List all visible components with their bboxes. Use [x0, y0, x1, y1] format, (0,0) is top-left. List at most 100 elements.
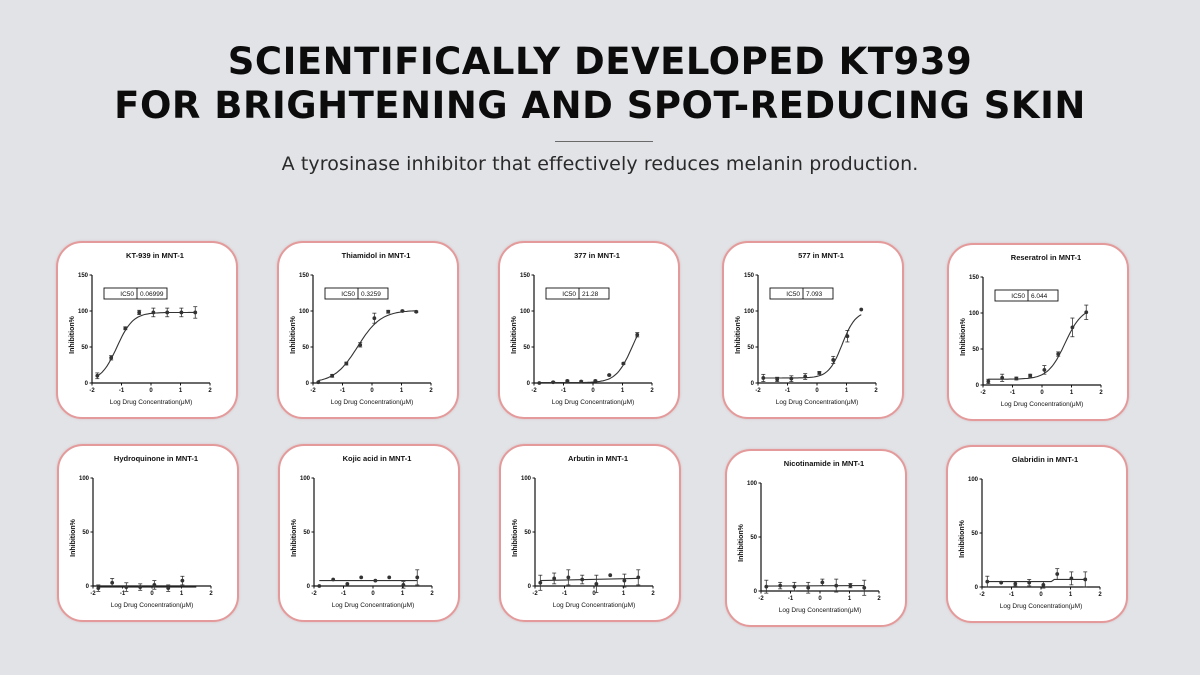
x-tick-label: 2	[877, 596, 881, 602]
data-marker	[165, 310, 170, 315]
y-tick-label: 150	[520, 273, 531, 279]
x-tick-label: 2	[650, 388, 654, 394]
data-marker	[137, 310, 142, 315]
data-point	[594, 574, 599, 593]
data-marker	[166, 586, 171, 591]
data-marker	[1028, 373, 1033, 378]
data-point	[806, 581, 811, 594]
title-line-2: FOR BRIGHTENING AND SPOT-REDUCING SKIN	[114, 84, 1086, 127]
x-tick-label: -1	[340, 388, 346, 394]
data-marker	[778, 583, 783, 588]
data-point	[165, 307, 170, 318]
data-marker	[151, 310, 156, 315]
data-point	[124, 582, 129, 592]
ic50-box: IC50 6.044	[994, 289, 1059, 302]
data-marker	[552, 576, 557, 581]
chart-card-thiamidol: Thiamidol in MNT-1 0 50 100 150 -2 -1 0 1 2 Log Dr…	[277, 241, 459, 419]
data-marker	[386, 309, 391, 314]
data-point	[608, 573, 613, 578]
data-point	[565, 378, 570, 383]
data-marker	[636, 575, 641, 580]
data-marker	[331, 577, 336, 582]
data-marker	[96, 586, 101, 591]
y-tick-label: 0	[528, 584, 532, 590]
data-marker	[401, 583, 406, 587]
chart-card-nicotinamide: Nicotinamide in MNT-1 0 50 100 -2 -1 0 1 2 Log Dr…	[725, 449, 907, 627]
data-marker	[565, 378, 570, 383]
ic50-box-frame	[994, 289, 1059, 302]
data-marker	[834, 583, 839, 588]
chart-title: Arbutin in MNT-1	[568, 454, 628, 463]
fit-curve	[539, 335, 638, 384]
data-marker	[414, 309, 419, 314]
fit-curve	[96, 311, 196, 377]
chart-svg: Kojic acid in MNT-1 0 50 100 -2 -1 0 1 2 Log Drug…	[291, 454, 434, 609]
data-point	[330, 373, 335, 378]
data-marker	[580, 577, 585, 582]
data-marker	[803, 374, 808, 379]
y-tick-label: 50	[523, 345, 530, 351]
data-point	[1083, 571, 1088, 588]
ic50-label: IC50	[562, 291, 576, 298]
y-axis-label: Inhibition%	[512, 518, 519, 556]
data-marker	[817, 371, 822, 375]
data-marker	[359, 575, 364, 580]
data-point	[1000, 373, 1005, 382]
chart-svg: KT-939 in MNT-1 0 50 100 150 -2 -1 0 1 2 Log Drug …	[69, 251, 212, 406]
data-marker	[635, 332, 640, 337]
data-marker	[415, 575, 420, 580]
ic50-box: IC50 0.3259	[324, 287, 389, 300]
x-tick-label: 0	[371, 591, 375, 597]
chart-title: Kojic acid in MNT-1	[343, 454, 412, 463]
data-point	[999, 580, 1004, 585]
x-tick-label: 0	[818, 596, 822, 602]
data-marker	[1000, 375, 1005, 380]
data-point	[834, 578, 839, 593]
x-axis-label: Log Drug Concentration(μM)	[553, 602, 636, 609]
data-marker	[138, 585, 143, 589]
ic50-box: IC50 7.093	[769, 287, 834, 300]
x-tick-label: 1	[401, 591, 405, 597]
data-marker	[344, 361, 349, 366]
data-point	[607, 373, 612, 377]
x-tick-label: -1	[119, 388, 125, 394]
data-point	[166, 584, 171, 592]
x-tick-label: 1	[1069, 592, 1073, 598]
y-tick-label: 50	[82, 530, 89, 536]
data-point	[345, 581, 350, 586]
ic50-label: IC50	[1011, 293, 1025, 300]
y-tick-label: 100	[520, 309, 531, 315]
fit-curve	[540, 577, 639, 582]
data-marker	[1083, 577, 1088, 582]
data-marker	[593, 378, 598, 383]
data-point	[96, 584, 101, 592]
x-axis-label: Log Drug Concentration(μM)	[331, 399, 414, 406]
data-point	[331, 577, 336, 582]
x-axis-label: Log Drug Concentration(μM)	[1001, 401, 1084, 408]
y-tick-label: 0	[85, 381, 89, 387]
data-marker	[789, 376, 794, 381]
x-axis-label: Log Drug Concentration(μM)	[332, 602, 415, 609]
data-point	[789, 375, 794, 382]
data-point	[151, 307, 156, 318]
data-marker	[110, 580, 115, 585]
x-tick-label: 1	[1070, 390, 1074, 396]
data-marker	[820, 580, 825, 585]
x-tick-label: -2	[532, 591, 538, 597]
chart-svg: Reseratrol in MNT-1 0 50 100 150 -2 -1 0 1 2 Log D…	[960, 253, 1103, 408]
y-tick-label: 150	[969, 275, 980, 281]
x-tick-label: 0	[149, 388, 153, 394]
data-point	[580, 574, 585, 585]
x-tick-label: -1	[562, 591, 568, 597]
data-point	[537, 381, 542, 385]
ic50-box-frame	[769, 287, 834, 300]
data-point	[859, 307, 864, 312]
x-tick-label: 2	[430, 591, 434, 597]
ic50-label: IC50	[786, 291, 800, 298]
data-point	[621, 361, 626, 366]
data-point	[986, 378, 991, 384]
x-tick-label: -2	[89, 388, 95, 394]
x-tick-label: 0	[1039, 592, 1043, 598]
x-tick-label: -2	[980, 390, 986, 396]
ic50-value: 6.044	[1031, 293, 1048, 300]
